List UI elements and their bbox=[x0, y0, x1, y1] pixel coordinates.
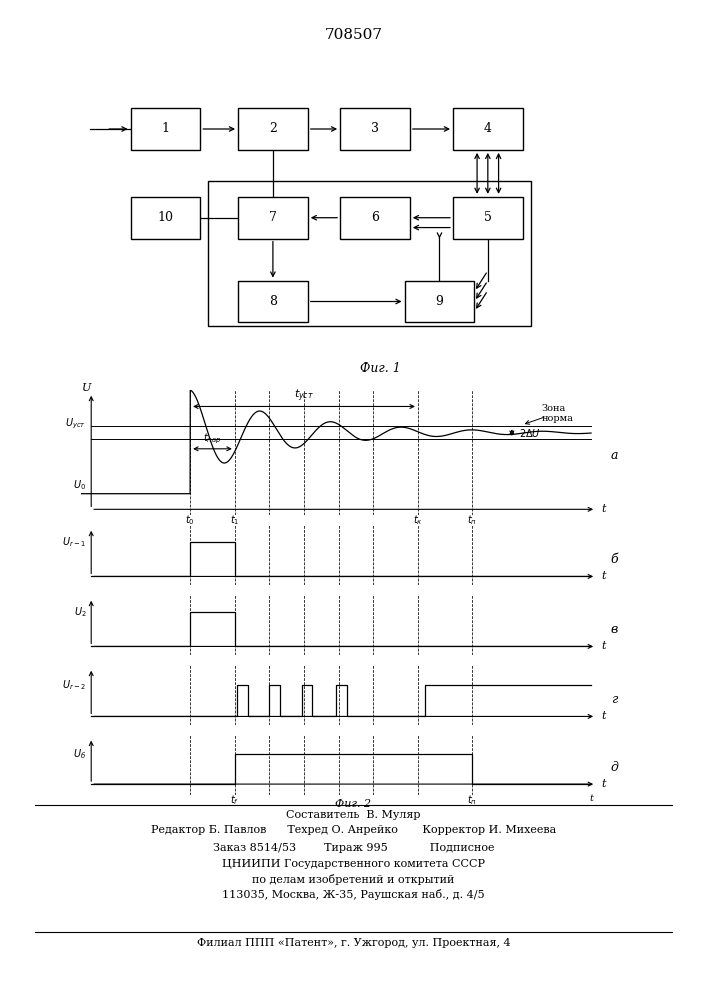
Bar bbox=[131, 197, 200, 239]
Text: д: д bbox=[611, 761, 619, 774]
Bar bbox=[238, 197, 308, 239]
Text: 10: 10 bbox=[158, 211, 173, 224]
Text: по делам изобретений и открытий: по делам изобретений и открытий bbox=[252, 874, 455, 885]
Text: 9: 9 bbox=[436, 295, 443, 308]
Text: $t_{уст}$: $t_{уст}$ bbox=[294, 387, 314, 404]
Text: ЦНИИПИ Государственного комитета СССР: ЦНИИПИ Государственного комитета СССР bbox=[222, 859, 485, 869]
Bar bbox=[404, 281, 474, 322]
Text: $U_2$: $U_2$ bbox=[74, 605, 86, 619]
Text: $t_1$: $t_1$ bbox=[230, 514, 240, 527]
Text: Редактор Б. Павлов      Техред О. Анрейко       Корректор И. Михеева: Редактор Б. Павлов Техред О. Анрейко Кор… bbox=[151, 825, 556, 835]
Text: б: б bbox=[611, 553, 619, 566]
Text: $t_{нар}$: $t_{нар}$ bbox=[203, 432, 222, 446]
Text: 1: 1 bbox=[161, 122, 170, 135]
Text: $U_0$: $U_0$ bbox=[74, 478, 86, 492]
Bar bbox=[238, 108, 308, 150]
Bar bbox=[131, 108, 200, 150]
Text: 113035, Москва, Ж-35, Раушская наб., д. 4/5: 113035, Москва, Ж-35, Раушская наб., д. … bbox=[222, 889, 485, 900]
Text: 4: 4 bbox=[484, 122, 492, 135]
Text: $t_к$: $t_к$ bbox=[413, 514, 423, 527]
Text: t: t bbox=[601, 711, 605, 721]
Text: Фиг. 2: Фиг. 2 bbox=[335, 799, 372, 809]
Text: $t_f$: $t_f$ bbox=[230, 794, 239, 807]
Text: t: t bbox=[601, 504, 605, 514]
Text: t: t bbox=[601, 641, 605, 651]
Text: Фиг. 1: Фиг. 1 bbox=[360, 362, 401, 375]
Bar bbox=[238, 281, 308, 322]
Text: 5: 5 bbox=[484, 211, 492, 224]
Text: $U_б$: $U_б$ bbox=[74, 747, 86, 761]
Text: а: а bbox=[611, 449, 619, 462]
Text: t: t bbox=[589, 794, 593, 803]
Text: 2: 2 bbox=[269, 122, 277, 135]
Text: Филиал ППП «Патент», г. Ужгород, ул. Проектная, 4: Филиал ППП «Патент», г. Ужгород, ул. Про… bbox=[197, 938, 510, 948]
Text: U: U bbox=[81, 383, 91, 393]
Text: $U_{r-1}$: $U_{r-1}$ bbox=[62, 535, 86, 549]
Text: $t_п$: $t_п$ bbox=[467, 794, 477, 807]
Text: 8: 8 bbox=[269, 295, 277, 308]
Text: в: в bbox=[611, 623, 618, 636]
Bar bbox=[340, 197, 410, 239]
Text: t: t bbox=[601, 779, 605, 789]
Text: 6: 6 bbox=[371, 211, 379, 224]
Text: 708507: 708507 bbox=[325, 28, 382, 42]
Text: 7: 7 bbox=[269, 211, 277, 224]
Bar bbox=[453, 108, 522, 150]
Bar bbox=[340, 108, 410, 150]
Text: $U_{r-2}$: $U_{r-2}$ bbox=[62, 678, 86, 692]
Text: $t_п$: $t_п$ bbox=[467, 514, 477, 527]
Text: $U_{уст}$: $U_{уст}$ bbox=[65, 417, 86, 431]
Bar bbox=[209, 181, 531, 326]
Text: $t_0$: $t_0$ bbox=[185, 514, 195, 527]
Text: 3: 3 bbox=[371, 122, 379, 135]
Text: $2\Delta U$: $2\Delta U$ bbox=[519, 427, 541, 439]
Text: г: г bbox=[611, 693, 617, 706]
Text: Зона
норма: Зона норма bbox=[542, 404, 573, 423]
Text: t: t bbox=[601, 571, 605, 581]
Text: Заказ 8514/53        Тираж 995            Подписное: Заказ 8514/53 Тираж 995 Подписное bbox=[213, 843, 494, 853]
Bar bbox=[453, 197, 522, 239]
Text: Составитель  В. Муляр: Составитель В. Муляр bbox=[286, 810, 421, 820]
